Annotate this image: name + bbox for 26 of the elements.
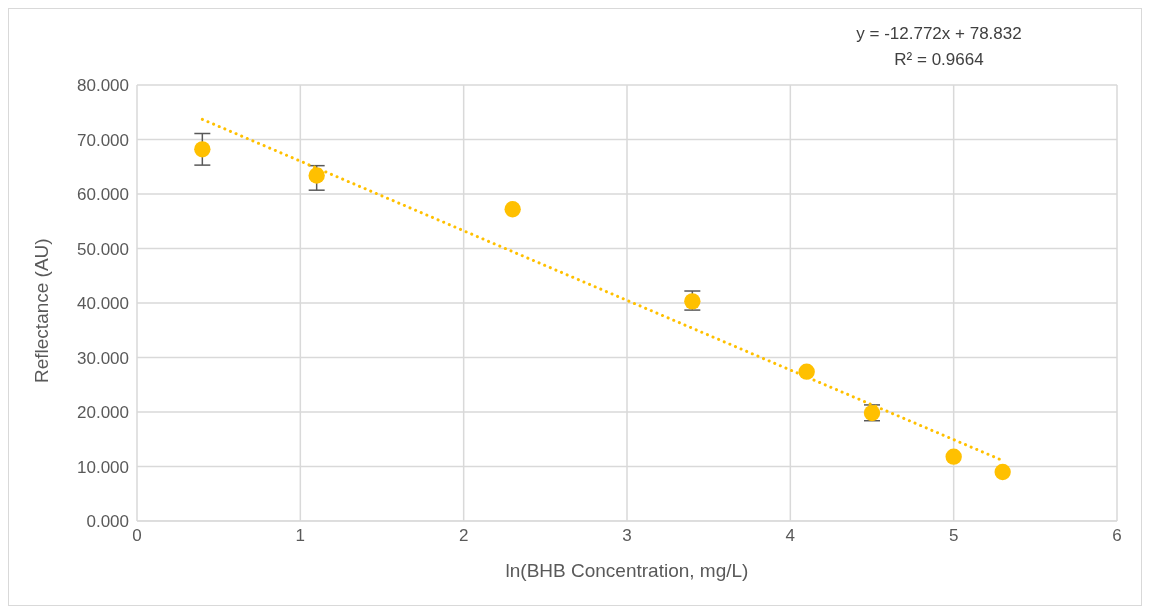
x-tick-label: 6	[1112, 526, 1122, 546]
y-axis-title: Reflectance (AU)	[30, 238, 52, 383]
x-tick-label: 5	[948, 526, 959, 546]
point	[504, 201, 521, 218]
point	[308, 167, 325, 184]
y-tick-label: 10.000	[77, 457, 129, 477]
y-tick-label: 60.000	[77, 185, 129, 205]
y-tick-label: 30.000	[77, 348, 129, 368]
point	[994, 463, 1011, 481]
x-tick-label: 4	[785, 526, 796, 546]
text: y = -12.772x + 78.832	[855, 23, 1023, 45]
x-tick-label: 3	[622, 526, 632, 546]
text: R² = 0.9664	[893, 49, 985, 71]
y-tick-label: 80.000	[77, 76, 129, 96]
y-tick-label: 40.000	[77, 294, 129, 314]
x-tick-label: 2	[458, 526, 469, 546]
point	[945, 448, 962, 465]
x-tick-label: 0	[132, 526, 142, 546]
x-tick-label: 1	[295, 526, 306, 546]
y-tick-label: 0.000	[86, 512, 129, 532]
y-tick-label: 20.000	[77, 403, 129, 423]
y-tick-label: 50.000	[77, 239, 129, 259]
x-axis-title: ln(BHB Concentration, mg/L)	[505, 560, 749, 581]
y-tick-label: 70.000	[77, 130, 129, 150]
point	[194, 141, 211, 158]
point	[798, 363, 815, 380]
